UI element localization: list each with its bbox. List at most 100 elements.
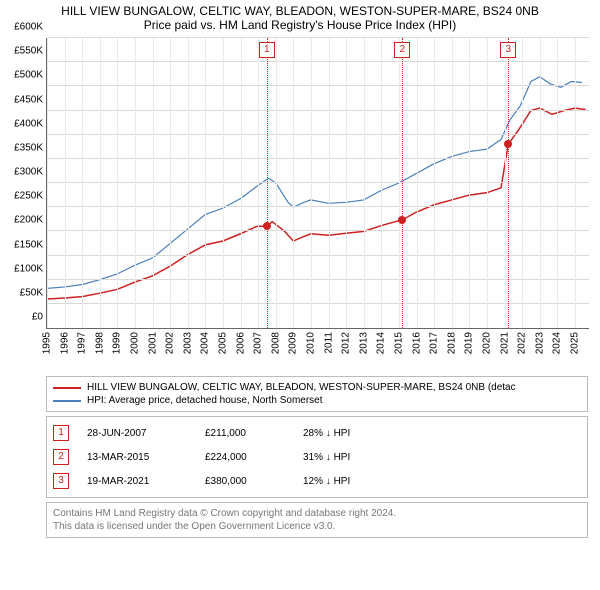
legend: HILL VIEW BUNGALOW, CELTIC WAY, BLEADON,… bbox=[46, 376, 588, 412]
x-axis-label: 2012 bbox=[341, 332, 352, 354]
sale-price: £380,000 bbox=[205, 476, 285, 487]
gridline-v bbox=[522, 38, 523, 328]
gridline-v bbox=[135, 38, 136, 328]
sale-marker-dot bbox=[263, 222, 271, 230]
sale-marker-box: 2 bbox=[394, 42, 410, 58]
x-axis-label: 2003 bbox=[182, 332, 193, 354]
gridline-v bbox=[241, 38, 242, 328]
gridline-v bbox=[575, 38, 576, 328]
gridline-v bbox=[346, 38, 347, 328]
gridline-v bbox=[311, 38, 312, 328]
y-axis-label: £250K bbox=[1, 191, 43, 202]
y-axis-label: £100K bbox=[1, 263, 43, 274]
sale-row: 1 28-JUN-2007 £211,000 28% ↓ HPI bbox=[53, 421, 581, 445]
y-axis-label: £150K bbox=[1, 239, 43, 250]
sale-row: 213-MAR-2015£224,00031% ↓ HPI bbox=[53, 445, 581, 469]
sale-date: 13-MAR-2015 bbox=[87, 452, 187, 463]
gridline-v bbox=[399, 38, 400, 328]
legend-swatch-property bbox=[53, 387, 81, 389]
sale-marker-dot bbox=[504, 140, 512, 148]
x-axis-label: 2018 bbox=[446, 332, 457, 354]
legend-row-property: HILL VIEW BUNGALOW, CELTIC WAY, BLEADON,… bbox=[53, 381, 581, 394]
gridline-v bbox=[434, 38, 435, 328]
sale-diff: 12% ↓ HPI bbox=[303, 476, 383, 487]
x-axis-label: 2025 bbox=[569, 332, 580, 354]
plot-area: £0£50K£100K£150K£200K£250K£300K£350K£400… bbox=[46, 38, 589, 329]
gridline-v bbox=[117, 38, 118, 328]
x-axis-label: 2013 bbox=[358, 332, 369, 354]
sale-marker-dot bbox=[398, 216, 406, 224]
gridline-v bbox=[153, 38, 154, 328]
gridline-v bbox=[188, 38, 189, 328]
gridline-v bbox=[276, 38, 277, 328]
x-axis-label: 1996 bbox=[59, 332, 70, 354]
sale-num: 3 bbox=[53, 473, 69, 489]
x-axis-label: 2016 bbox=[411, 332, 422, 354]
gridline-v bbox=[47, 38, 48, 328]
gridline-v bbox=[65, 38, 66, 328]
y-axis-label: £400K bbox=[1, 118, 43, 129]
gridline-v bbox=[505, 38, 506, 328]
gridline-v bbox=[205, 38, 206, 328]
gridline-v bbox=[223, 38, 224, 328]
x-axis-label: 2009 bbox=[288, 332, 299, 354]
chart-area: £0 £50K £100K £150K £200K £250K £300K £350K £400… bbox=[0, 38, 600, 368]
y-axis-label: £200K bbox=[1, 215, 43, 226]
y-axis-label: £300K bbox=[1, 167, 43, 178]
legend-row-hpi: HPI: Average price, detached house, Nort… bbox=[53, 394, 581, 407]
gridline-v bbox=[452, 38, 453, 328]
chart-title: HILL VIEW BUNGALOW, CELTIC WAY, BLEADON,… bbox=[0, 0, 600, 18]
x-axis-label: 1995 bbox=[42, 332, 53, 354]
attribution: Contains HM Land Registry data © Crown c… bbox=[46, 502, 588, 538]
y-axis-label: £350K bbox=[1, 142, 43, 153]
sale-num: 1 bbox=[53, 425, 69, 441]
sale-row: 3 19-MAR-2021 £380,000 12% ↓ HPI bbox=[53, 469, 581, 493]
x-axis-label: 2015 bbox=[393, 332, 404, 354]
x-axis-label: 2002 bbox=[165, 332, 176, 354]
y-axis-label: £50K bbox=[1, 287, 43, 298]
sale-price: £211,000 bbox=[205, 428, 285, 439]
gridline-v bbox=[487, 38, 488, 328]
x-axis-label: 2011 bbox=[323, 332, 334, 354]
sales-box: 1 28-JUN-2007 £211,000 28% ↓ HPI 213-MAR-201… bbox=[46, 416, 588, 498]
gridline-v bbox=[381, 38, 382, 328]
y-axis-label: £600K bbox=[1, 22, 43, 33]
x-axis-label: 2020 bbox=[481, 332, 492, 354]
gridline-v bbox=[417, 38, 418, 328]
x-axis-label: 2008 bbox=[270, 332, 281, 354]
sale-date: 28-JUN-2007 bbox=[87, 428, 187, 439]
legend-swatch-hpi bbox=[53, 400, 81, 402]
sale-diff: 31% ↓ HPI bbox=[303, 452, 383, 463]
x-axis-label: 2014 bbox=[376, 332, 387, 354]
chart-container: HILL VIEW BUNGALOW, CELTIC WAY, BLEADON,… bbox=[0, 0, 600, 538]
y-axis-label: £550K bbox=[1, 46, 43, 57]
x-axis-label: 1997 bbox=[77, 332, 88, 354]
x-axis-label: 2017 bbox=[429, 332, 440, 354]
gridline-v bbox=[540, 38, 541, 328]
sale-marker-line bbox=[267, 38, 268, 328]
gridline-v bbox=[469, 38, 470, 328]
gridline-v bbox=[170, 38, 171, 328]
sale-marker-box: 1 bbox=[259, 42, 275, 58]
x-axis-label: 2023 bbox=[534, 332, 545, 354]
sale-marker-box: 3 bbox=[500, 42, 516, 58]
gridline-v bbox=[82, 38, 83, 328]
legend-label-property: HILL VIEW BUNGALOW, CELTIC WAY, BLEADON,… bbox=[87, 382, 516, 393]
attribution-line1: Contains HM Land Registry data © Crown c… bbox=[53, 507, 581, 520]
x-axis-label: 2005 bbox=[217, 332, 228, 354]
attribution-line2: This data is licensed under the Open Gov… bbox=[53, 520, 581, 533]
x-axis-label: 1999 bbox=[112, 332, 123, 354]
y-axis-label: £0 bbox=[1, 312, 43, 323]
x-axis-label: 2021 bbox=[499, 332, 510, 354]
gridline-v bbox=[100, 38, 101, 328]
x-axis-label: 1998 bbox=[94, 332, 105, 354]
x-axis-label: 2010 bbox=[305, 332, 316, 354]
x-axis-label: 2024 bbox=[552, 332, 563, 354]
sale-marker-line bbox=[402, 38, 403, 328]
gridline-v bbox=[329, 38, 330, 328]
x-axis-label: 2001 bbox=[147, 332, 158, 354]
sale-diff: 28% ↓ HPI bbox=[303, 428, 383, 439]
x-axis-label: 2000 bbox=[129, 332, 140, 354]
sale-date: 19-MAR-2021 bbox=[87, 476, 187, 487]
x-axis-label: 2019 bbox=[464, 332, 475, 354]
